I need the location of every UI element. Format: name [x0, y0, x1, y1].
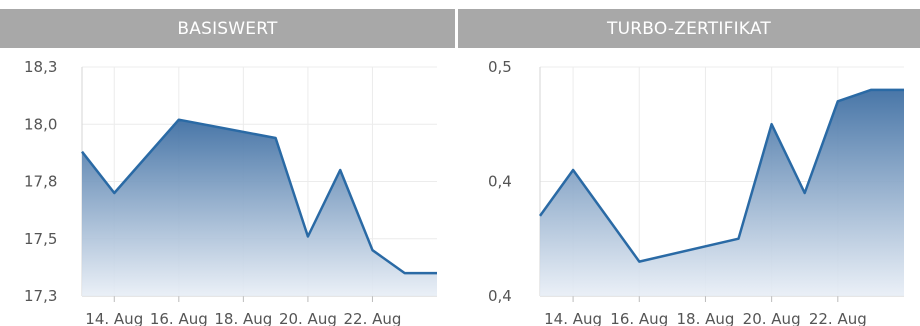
x-tick-label: 16. Aug [150, 310, 208, 326]
x-tick-label: 22. Aug [343, 310, 401, 326]
y-tick-label: 18,0 [24, 115, 57, 133]
turbo-zertifikat-chart: 0,4 0,4 0,5 14. Aug 16. Aug 18. Aug 20. Aug 22.… [488, 58, 904, 326]
y-tick-label: 17,8 [24, 173, 57, 191]
series-area [540, 89, 904, 297]
chart-panel-basiswert: BASISWERT 17,3 17,5 17,8 18,0 18,3 14. Aug 16.… [0, 0, 455, 326]
series-line [538, 88, 904, 263]
x-tick-label: 18. Aug [214, 310, 272, 326]
x-tick-label: 18. Aug [676, 310, 734, 326]
x-tick-label: 20. Aug [279, 310, 337, 326]
y-tick-label: 0,4 [488, 173, 512, 191]
x-tick-label: 14. Aug [544, 310, 602, 326]
x-tick-label: 16. Aug [610, 310, 668, 326]
y-tick-label: 17,5 [24, 230, 57, 248]
series-line [81, 118, 437, 275]
series-area [82, 119, 437, 296]
chart-panel-turbo-zertifikat: TURBO-ZERTIFIKAT 0,4 0,4 0,5 14. Aug 16. Aug… [458, 0, 920, 326]
x-tick-label: 22. Aug [809, 310, 867, 326]
y-tick-label: 0,5 [488, 58, 512, 76]
basiswert-chart: 17,3 17,5 17,8 18,0 18,3 14. Aug 16. Aug 18. Au… [24, 58, 437, 326]
y-tick-label: 17,3 [24, 287, 57, 305]
x-tick-label: 20. Aug [743, 310, 801, 326]
y-tick-label: 18,3 [24, 58, 57, 76]
x-tick-label: 14. Aug [85, 310, 143, 326]
chart-title: TURBO-ZERTIFIKAT [458, 9, 920, 48]
chart-title: BASISWERT [0, 9, 455, 48]
y-tick-label: 0,4 [488, 287, 512, 305]
